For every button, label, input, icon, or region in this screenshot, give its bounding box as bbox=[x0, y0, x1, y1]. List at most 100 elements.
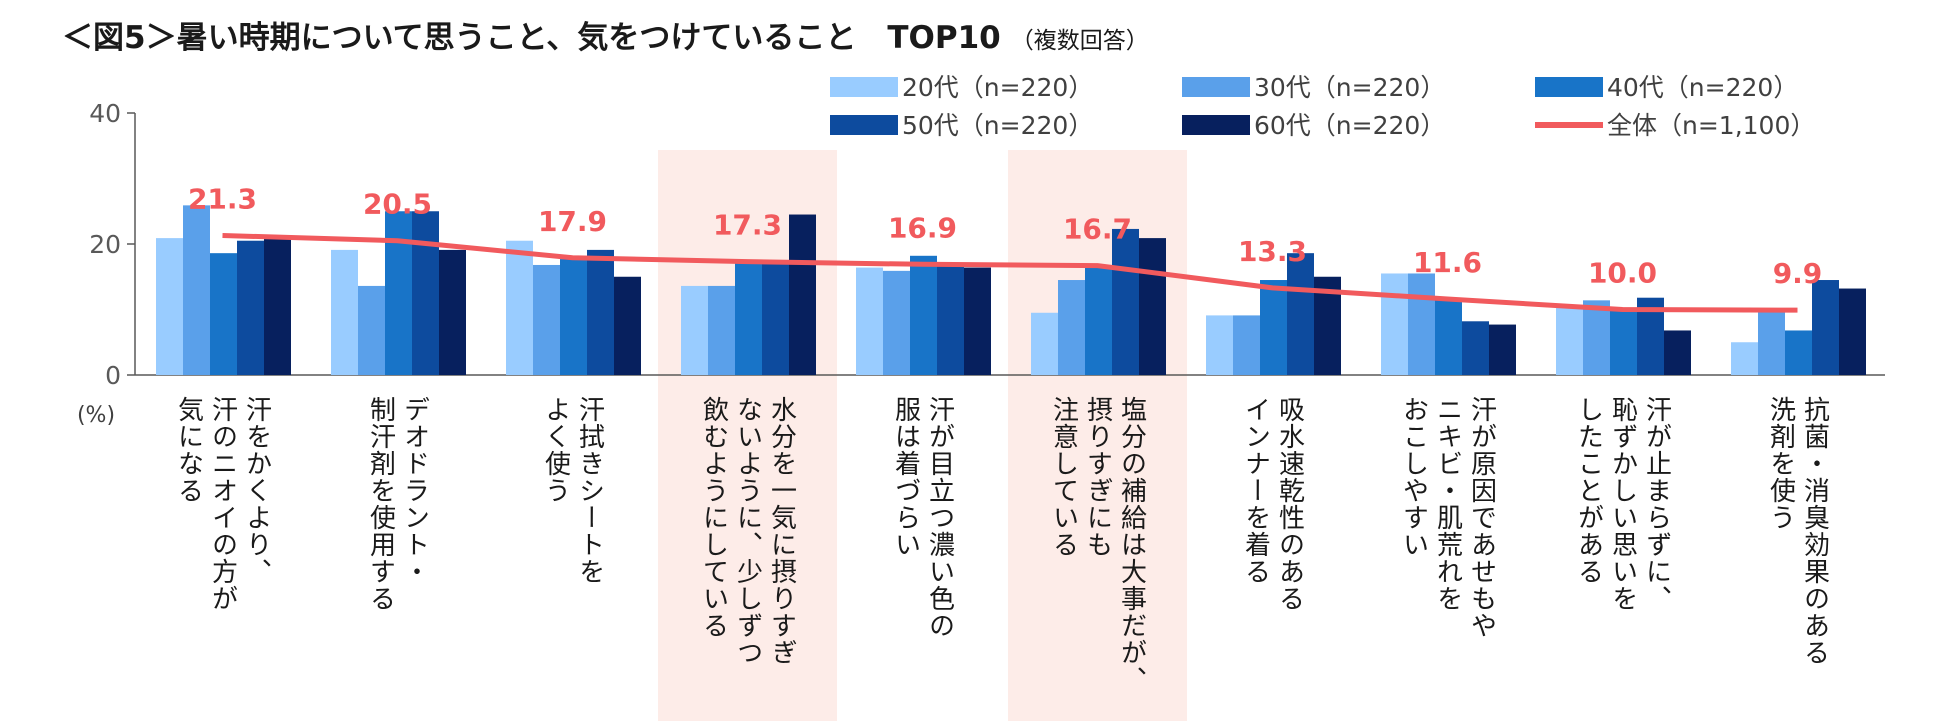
category-label-3: 水分を一気に摂りすぎ ないように、少しずつ 飲むようにしている bbox=[697, 396, 799, 666]
bar-s1-c6 bbox=[1233, 315, 1260, 375]
bar-s2-c7 bbox=[1435, 300, 1462, 375]
category-label-6: 吸水速乾性のある インナーを着る bbox=[1239, 396, 1307, 612]
bar-s1-c9 bbox=[1758, 309, 1785, 375]
legend-label-3: 50代（n=220） bbox=[902, 111, 1093, 140]
data-label-6: 13.3 bbox=[1238, 235, 1307, 268]
title-text: ＜図5＞暑い時期について思うこと、気をつけていること TOP10 bbox=[62, 20, 1001, 56]
bar-s4-c0 bbox=[264, 238, 291, 375]
data-label-3: 17.3 bbox=[713, 209, 782, 242]
y-tick-label-0: 0 bbox=[105, 361, 121, 390]
category-label-3-line-2: 飲むようにしている bbox=[698, 396, 729, 639]
legend-swatch-0 bbox=[830, 77, 898, 97]
bar-s2-c2 bbox=[560, 259, 587, 375]
bar-s3-c6 bbox=[1287, 253, 1314, 375]
legend-swatch-2 bbox=[1535, 77, 1603, 97]
bar-s4-c4 bbox=[964, 267, 991, 375]
category-label-6-line-0: 吸水速乾性のある bbox=[1274, 396, 1305, 612]
bar-s4-c3 bbox=[789, 214, 816, 375]
category-label-5-line-0: 塩分の補給は大事だが、 bbox=[1116, 396, 1147, 693]
category-label-7-line-0: 汗が原因であせもや bbox=[1466, 396, 1497, 639]
data-label-8: 10.0 bbox=[1588, 257, 1657, 290]
legend: 20代（n=220） 30代（n=220） 40代（n=220） 50代（n=220）… bbox=[830, 73, 1815, 140]
data-label-2: 17.9 bbox=[538, 205, 607, 238]
category-label-9-line-0: 抗菌・消臭効果のある bbox=[1799, 396, 1830, 666]
overall-line bbox=[222, 232, 1798, 313]
legend-swatch-4 bbox=[1182, 115, 1250, 135]
bar-s4-c7 bbox=[1489, 324, 1516, 375]
bar-s1-c4 bbox=[883, 270, 910, 375]
category-label-0-line-0: 汗をかくより、 bbox=[241, 396, 272, 585]
bar-s0-c0 bbox=[156, 238, 183, 375]
category-label-8-line-2: したことがある bbox=[1573, 396, 1604, 585]
bar-s1-c5 bbox=[1058, 280, 1085, 375]
bar-s4-c1 bbox=[439, 249, 466, 375]
bar-s1-c3 bbox=[708, 285, 735, 375]
bar-s2-c0 bbox=[210, 253, 237, 375]
bar-s2-c4 bbox=[910, 255, 937, 375]
bar-s3-c2 bbox=[587, 249, 614, 375]
bar-s3-c7 bbox=[1462, 321, 1489, 375]
legend-swatch-1 bbox=[1182, 77, 1250, 97]
legend-label-4: 60代（n=220） bbox=[1254, 111, 1445, 140]
y-axis-unit: (%) bbox=[77, 403, 115, 428]
legend-label-5: 全体（n=1,100） bbox=[1607, 111, 1815, 140]
category-label-2-line-1: よく使う bbox=[540, 396, 571, 504]
bar-s0-c2 bbox=[506, 240, 533, 375]
legend-label-1: 30代（n=220） bbox=[1254, 73, 1445, 102]
data-label-5: 16.7 bbox=[1063, 213, 1132, 246]
bar-s4-c5 bbox=[1139, 238, 1166, 375]
y-tick-label-2: 40 bbox=[89, 99, 121, 128]
category-label-0-line-1: 汗のニオイの方が bbox=[207, 396, 238, 612]
bar-s0-c1 bbox=[331, 249, 358, 375]
bar-s4-c2 bbox=[614, 276, 641, 375]
category-label-4-line-0: 汗が目立つ濃い色の bbox=[924, 396, 955, 639]
bar-s2-c6 bbox=[1260, 280, 1287, 375]
bar-s1-c7 bbox=[1408, 273, 1435, 375]
bar-s0-c8 bbox=[1556, 306, 1583, 375]
category-label-3-line-1: ないように、少しずつ bbox=[732, 396, 763, 666]
data-label-7: 11.6 bbox=[1413, 246, 1482, 279]
category-label-9-line-1: 洗剤を使う bbox=[1765, 396, 1796, 531]
category-label-7-line-1: ニキビ・肌荒れを bbox=[1432, 396, 1463, 612]
category-label-1-line-0: デオドラント・ bbox=[399, 396, 430, 585]
bar-layer bbox=[156, 205, 1866, 375]
category-label-9: 抗菌・消臭効果のある 洗剤を使う bbox=[1764, 396, 1832, 666]
bar-s0-c4 bbox=[856, 267, 883, 375]
data-label-0: 21.3 bbox=[188, 182, 257, 215]
legend-label-2: 40代（n=220） bbox=[1607, 73, 1798, 102]
chart-title: ＜図5＞暑い時期について思うこと、気をつけていること TOP10 （複数回答） bbox=[62, 12, 1149, 57]
bar-s2-c9 bbox=[1785, 330, 1812, 375]
legend-swatch-3 bbox=[830, 115, 898, 135]
bar-s3-c5 bbox=[1112, 228, 1139, 375]
bar-s2-c3 bbox=[735, 261, 762, 375]
category-label-4: 汗が目立つ濃い色の 服は着づらい bbox=[889, 396, 957, 639]
category-label-8-line-1: 恥ずかしい思いを bbox=[1607, 396, 1638, 612]
category-label-3-line-0: 水分を一気に摂りすぎ bbox=[766, 396, 797, 666]
category-label-1-line-1: 制汗剤を使用する bbox=[365, 396, 396, 612]
bar-s0-c3 bbox=[681, 285, 708, 375]
category-label-5-line-1: 摂りすぎにも bbox=[1082, 396, 1113, 558]
category-label-6-line-1: インナーを着る bbox=[1240, 396, 1271, 585]
category-label-8-line-0: 汗が止まらずに、 bbox=[1641, 396, 1672, 612]
bar-s1-c0 bbox=[183, 205, 210, 375]
legend-label-0: 20代（n=220） bbox=[902, 73, 1093, 102]
category-label-1: デオドラント・ 制汗剤を使用する bbox=[364, 396, 432, 612]
title-note: （複数回答） bbox=[1010, 28, 1149, 54]
bar-s3-c3 bbox=[762, 261, 789, 375]
data-label-9: 9.9 bbox=[1773, 257, 1823, 290]
category-label-5-line-2: 注意している bbox=[1048, 396, 1079, 558]
category-label-5: 塩分の補給は大事だが、 摂りすぎにも 注意している bbox=[1047, 396, 1149, 693]
bar-s1-c1 bbox=[358, 285, 385, 375]
bar-s0-c7 bbox=[1381, 273, 1408, 375]
bar-s0-c6 bbox=[1206, 315, 1233, 375]
bar-s3-c1 bbox=[412, 211, 439, 375]
data-label-4: 16.9 bbox=[888, 211, 957, 244]
category-label-8: 汗が止まらずに、 恥ずかしい思いを したことがある bbox=[1572, 396, 1674, 612]
bar-s2-c5 bbox=[1085, 267, 1112, 375]
bar-s2-c8 bbox=[1610, 309, 1637, 375]
bar-s3-c0 bbox=[237, 240, 264, 375]
category-label-4-line-1: 服は着づらい bbox=[890, 396, 921, 558]
bar-s3-c4 bbox=[937, 264, 964, 375]
bar-s1-c2 bbox=[533, 264, 560, 375]
